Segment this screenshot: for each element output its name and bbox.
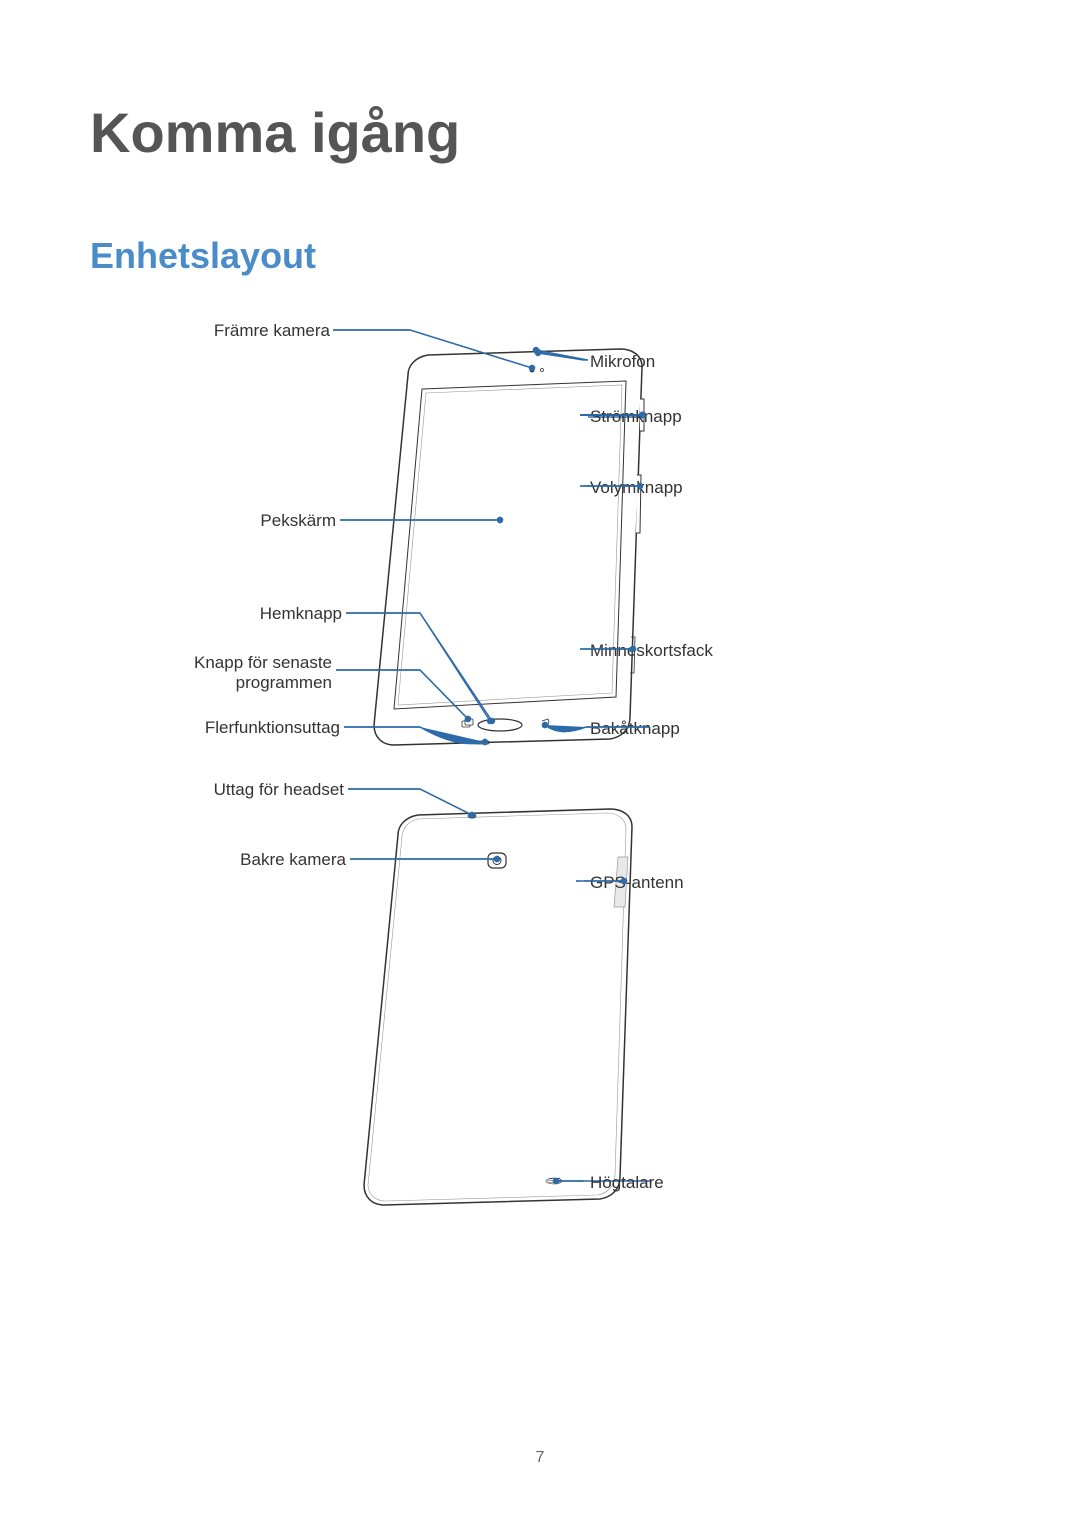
device-layout-diagram: Främre kamera Pekskärm Hemknapp Knapp fö… xyxy=(90,307,990,1357)
section-heading: Enhetslayout xyxy=(90,235,990,277)
page-number: 7 xyxy=(536,1449,545,1467)
page-title: Komma igång xyxy=(90,100,990,165)
leader-lines-final xyxy=(90,307,990,1307)
